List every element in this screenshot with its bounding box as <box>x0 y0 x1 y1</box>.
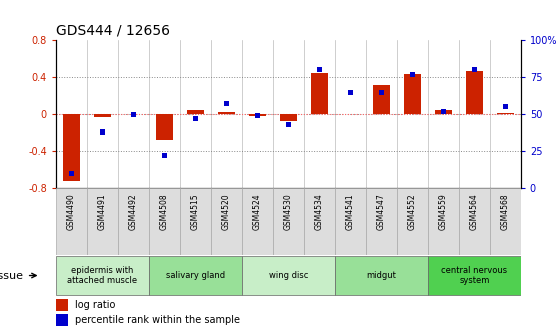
Text: GSM4547: GSM4547 <box>377 194 386 230</box>
Bar <box>428 256 521 295</box>
Bar <box>187 110 204 114</box>
Text: GSM4534: GSM4534 <box>315 194 324 230</box>
Bar <box>94 114 111 117</box>
Text: GSM4491: GSM4491 <box>98 194 107 230</box>
Bar <box>242 256 335 295</box>
Bar <box>56 256 149 295</box>
Text: tissue: tissue <box>0 270 36 281</box>
Text: GSM4552: GSM4552 <box>408 194 417 230</box>
Bar <box>304 188 335 255</box>
Text: log ratio: log ratio <box>74 300 115 310</box>
Bar <box>366 188 397 255</box>
Text: GDS444 / 12656: GDS444 / 12656 <box>56 24 170 38</box>
Bar <box>311 73 328 114</box>
Bar <box>63 114 80 181</box>
Bar <box>69 171 74 176</box>
Text: wing disc: wing disc <box>269 271 308 280</box>
Bar <box>249 114 266 116</box>
Bar <box>180 188 211 255</box>
Text: GSM4559: GSM4559 <box>439 194 448 230</box>
Bar <box>149 188 180 255</box>
Text: GSM4515: GSM4515 <box>191 194 200 230</box>
Text: GSM4530: GSM4530 <box>284 194 293 230</box>
Bar <box>118 188 149 255</box>
Bar <box>459 188 490 255</box>
Bar <box>335 188 366 255</box>
Text: salivary gland: salivary gland <box>166 271 225 280</box>
Bar <box>348 89 353 95</box>
Bar <box>242 188 273 255</box>
Text: epidermis with
attached muscle: epidermis with attached muscle <box>67 266 138 285</box>
Bar <box>149 256 242 295</box>
Bar <box>255 113 260 118</box>
Bar <box>223 101 229 107</box>
Bar <box>280 114 297 121</box>
Text: GSM4490: GSM4490 <box>67 194 76 230</box>
Bar <box>316 67 322 73</box>
Text: GSM4524: GSM4524 <box>253 194 262 230</box>
Text: GSM4568: GSM4568 <box>501 194 510 230</box>
Bar <box>156 114 173 140</box>
Bar <box>335 256 428 295</box>
Text: GSM4541: GSM4541 <box>346 194 355 230</box>
Bar <box>286 122 291 127</box>
Bar <box>441 109 446 114</box>
Bar <box>56 314 68 326</box>
Text: percentile rank within the sample: percentile rank within the sample <box>74 315 240 325</box>
Bar <box>502 104 508 110</box>
Text: GSM4564: GSM4564 <box>470 194 479 230</box>
Bar <box>193 116 198 121</box>
Text: central nervous
system: central nervous system <box>441 266 507 285</box>
Text: GSM4508: GSM4508 <box>160 194 169 230</box>
Text: GSM4492: GSM4492 <box>129 194 138 230</box>
Bar <box>409 72 415 77</box>
Bar <box>472 67 477 73</box>
Bar <box>56 188 87 255</box>
Bar <box>466 71 483 114</box>
Bar <box>87 188 118 255</box>
Bar <box>130 112 136 117</box>
Bar <box>404 74 421 114</box>
Bar <box>162 153 167 158</box>
Bar <box>218 112 235 114</box>
Bar <box>273 188 304 255</box>
Bar <box>435 110 452 114</box>
Bar <box>211 188 242 255</box>
Bar <box>373 85 390 114</box>
Bar <box>497 113 514 114</box>
Bar <box>100 129 105 134</box>
Bar <box>56 299 68 311</box>
Bar <box>490 188 521 255</box>
Bar <box>397 188 428 255</box>
Text: midgut: midgut <box>366 271 396 280</box>
Bar <box>428 188 459 255</box>
Bar <box>379 89 384 95</box>
Text: GSM4520: GSM4520 <box>222 194 231 230</box>
